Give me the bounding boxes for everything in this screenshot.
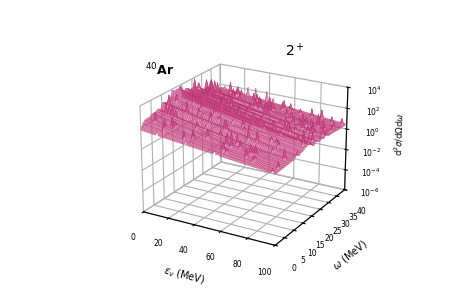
Text: $^{40}$Ar: $^{40}$Ar (145, 62, 174, 78)
X-axis label: $\varepsilon_\nu$ (MeV): $\varepsilon_\nu$ (MeV) (162, 264, 206, 288)
Y-axis label: $\omega$ (MeV): $\omega$ (MeV) (330, 237, 370, 273)
Text: 2$^+$: 2$^+$ (285, 42, 305, 59)
